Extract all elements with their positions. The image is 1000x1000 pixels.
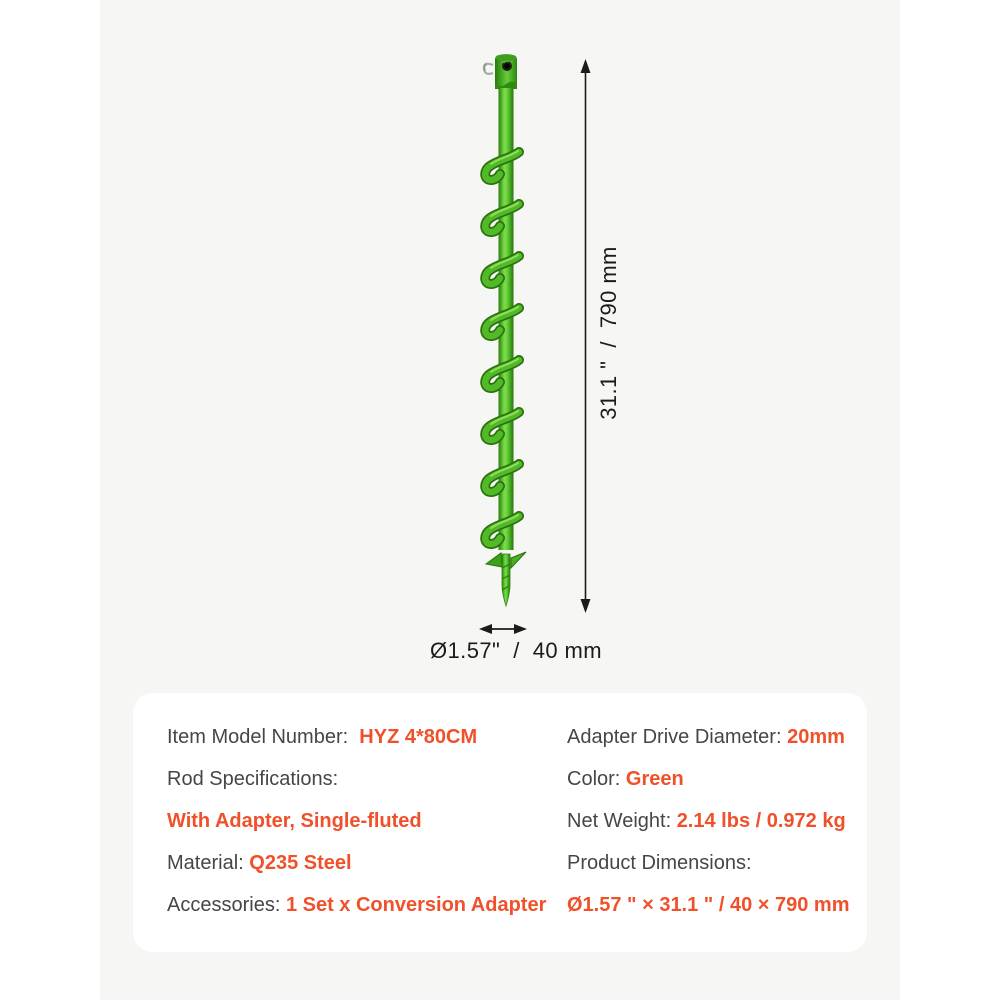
height-dimension-label: 31.1 " / 790 mm bbox=[596, 246, 621, 420]
auger-product-image bbox=[440, 54, 527, 608]
spec-column-left: Item Model Number: HYZ 4*80CM Rod Specif… bbox=[167, 716, 557, 926]
spec-rod-specifications: Rod Specifications: bbox=[167, 768, 339, 790]
diameter-dimension-arrow bbox=[479, 624, 527, 634]
spec-net-weight: Net Weight: 2.14 lbs / 0.972 kg bbox=[567, 810, 846, 832]
spec-product-dimensions-value: Ø1.57 " × 31.1 " / 40 × 790 mm bbox=[567, 894, 850, 916]
spec-material: Material: Q235 Steel bbox=[167, 852, 352, 874]
spec-color: Color: Green bbox=[567, 768, 684, 790]
adapter-head bbox=[495, 54, 517, 89]
height-dimension-arrow bbox=[580, 59, 591, 613]
spec-item-model-number: Item Model Number: HYZ 4*80CM bbox=[167, 726, 478, 748]
spec-accessories: Accessories: 1 Set x Conversion Adapter bbox=[167, 894, 547, 916]
spec-column-right: Adapter Drive Diameter: 20mm Color: Gree… bbox=[567, 716, 857, 926]
product-image-panel: 31.1 " / 790 mm Ø1.57" / 40 mm Item Mode… bbox=[100, 0, 900, 1000]
adapter-clip bbox=[482, 62, 494, 75]
auger-tip bbox=[484, 551, 527, 608]
spec-product-dimensions: Product Dimensions: bbox=[567, 852, 752, 874]
diameter-dimension-label: Ø1.57" / 40 mm bbox=[430, 638, 602, 663]
spec-adapter-drive-diameter: Adapter Drive Diameter: 20mm bbox=[567, 726, 845, 748]
specification-card: Item Model Number: HYZ 4*80CM Rod Specif… bbox=[133, 693, 867, 952]
spec-rod-specifications-value: With Adapter, Single-fluted bbox=[167, 810, 422, 832]
